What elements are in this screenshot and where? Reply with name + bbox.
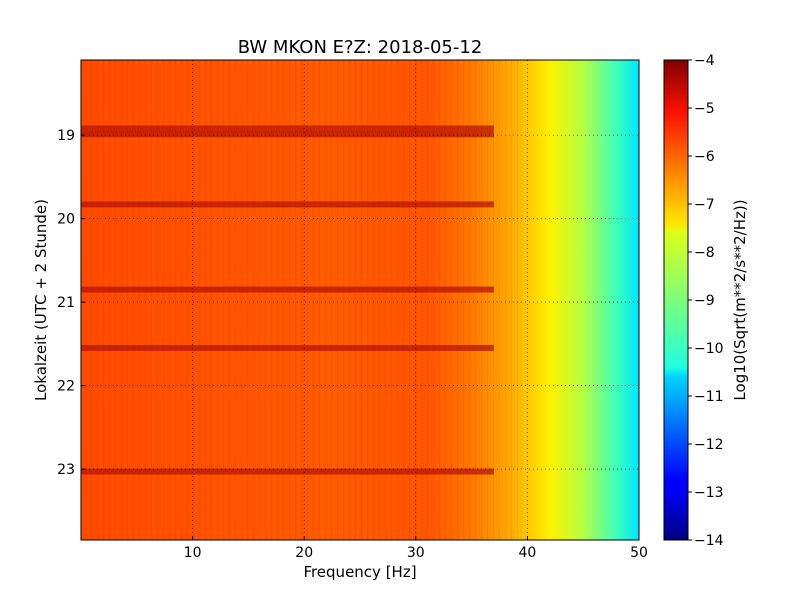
colorbar-tick-label: −6 xyxy=(694,149,715,165)
x-tick-label: 40 xyxy=(518,545,536,561)
y-tick-label: 22 xyxy=(57,379,75,395)
colorbar-tick-label: −9 xyxy=(694,293,715,309)
x-axis-label: Frequency [Hz] xyxy=(303,563,416,581)
y-axis-label: Lokalzeit (UTC + 2 Stunde) xyxy=(32,199,50,401)
colorbar-gradient xyxy=(663,59,689,541)
spectrogram-band xyxy=(81,125,494,132)
x-tick-label: 10 xyxy=(184,545,202,561)
spectrogram-texture xyxy=(81,60,521,540)
spectrogram-band xyxy=(81,345,494,351)
x-tick-label: 50 xyxy=(630,545,648,561)
colorbar-tick-label: −12 xyxy=(694,437,724,453)
spectrogram-band xyxy=(81,131,494,138)
plot-frame xyxy=(80,59,640,541)
colorbar-tick-label: −5 xyxy=(694,101,715,117)
colorbar-tick-label: −4 xyxy=(694,53,715,69)
y-tick-label: 19 xyxy=(57,128,75,144)
colorbar-tick-label: −13 xyxy=(694,485,724,501)
grid-lines xyxy=(81,60,639,540)
x-tick-label: 30 xyxy=(407,545,425,561)
colorbar-ticks: −4 −5 −6 −7 −8 −9 −10 −11 −12 −13 −14 xyxy=(688,53,724,549)
x-axis-ticks: 10 20 30 40 50 xyxy=(184,536,648,561)
colorbar-tick-label: −8 xyxy=(694,245,715,261)
x-tick-label: 20 xyxy=(295,545,313,561)
chart-title: BW MKON E?Z: 2018-05-12 xyxy=(238,37,483,58)
y-axis-ticks: 19 20 21 22 23 xyxy=(57,128,85,478)
plot-area: 10 20 30 40 50 19 20 21 22 23 xyxy=(57,59,648,561)
colorbar-label: Log10(Sqrt(m**2/s**2/Hz)) xyxy=(731,199,749,400)
y-tick-label: 21 xyxy=(57,295,75,311)
spectrogram-band xyxy=(81,286,494,293)
colorbar-tick-label: −14 xyxy=(694,533,724,549)
y-tick-label: 23 xyxy=(57,462,75,478)
colorbar: −4 −5 −6 −7 −8 −9 −10 −11 −12 −13 −14 Log10(Sqrt(m… xyxy=(663,53,749,549)
colorbar-tick-label: −7 xyxy=(694,197,715,213)
colorbar-tick-label: −11 xyxy=(694,389,724,405)
spectrogram-band xyxy=(81,468,494,475)
spectrogram-band xyxy=(81,201,494,208)
colorbar-tick-label: −10 xyxy=(694,341,724,357)
spectrogram-bands xyxy=(81,125,494,475)
y-tick-label: 20 xyxy=(57,212,75,228)
